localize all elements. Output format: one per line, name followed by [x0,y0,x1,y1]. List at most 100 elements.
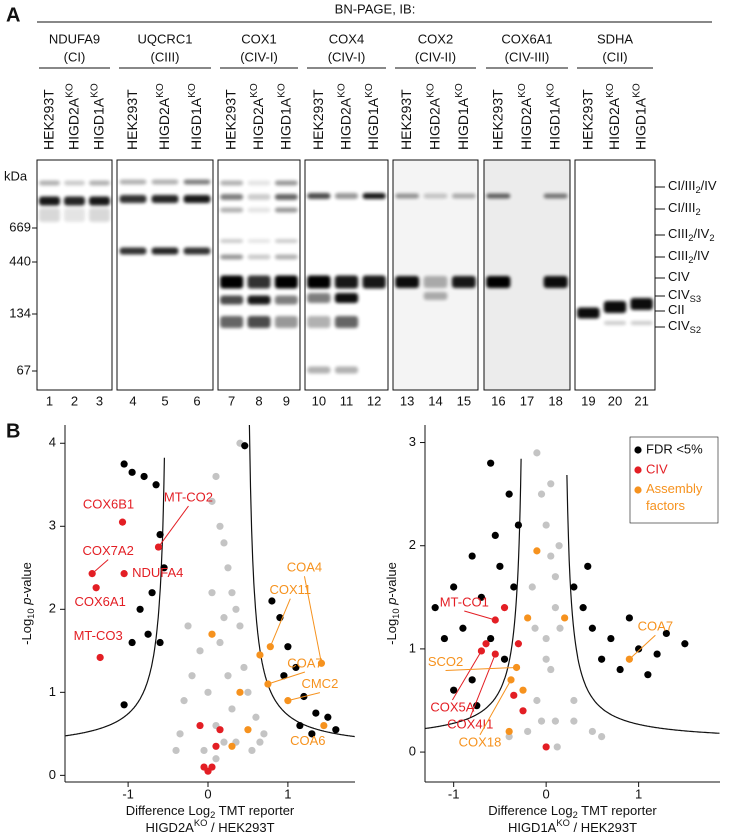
data-point [244,688,252,696]
point-label: COX6B1 [83,497,134,512]
x-tick-label: -1 [122,786,134,801]
text-part: / HEK293T [570,820,637,834]
panel-label: A [6,4,20,26]
text-part: -Log [384,619,399,645]
antibody-name: COX2 [418,31,453,46]
lane-label: HIGD2AKO [249,83,266,150]
point-label: CMC2 [301,676,338,691]
point-label: SCO2 [428,654,463,669]
text-part: /IV [693,248,709,263]
band [630,321,653,325]
data-point [551,573,559,581]
band [274,194,298,200]
complex-label: CIII2/IV2 [668,226,715,243]
data-point [196,721,204,730]
data-point [510,583,518,591]
band [307,193,331,199]
lane-label: HEK293T [222,89,238,150]
data-point [505,727,513,736]
point-label: COX7A2 [83,543,134,558]
label-leader [287,692,321,702]
data-point [96,653,104,662]
text-part: HIGD1A [508,820,557,834]
band [247,239,271,243]
x-axis-title: Difference Log2 TMT reporter [488,803,657,820]
text-part: HIGD1A [188,97,204,150]
text-part: Difference Log [126,803,210,818]
data-point [224,672,232,680]
panel-label: B [6,420,20,442]
data-point [212,472,220,481]
band [334,293,359,303]
data-point [598,655,606,663]
data-point [118,518,127,526]
text-part: -value [19,562,34,597]
text-part: CIV [668,269,690,284]
band [220,194,244,200]
text-part: KO [631,83,642,98]
complex-label: CIVS2 [668,318,701,335]
text-part: KO [64,83,75,98]
band [577,307,600,319]
complex-name: (CIV-III) [505,49,550,64]
legend-label: Assembly factors [646,481,703,513]
lane-number: 17 [520,393,534,408]
data-point [128,468,136,476]
band [274,316,298,328]
text-part: HEK293T [222,89,238,150]
data-point [459,624,467,632]
marker-label: 440 [9,253,31,268]
antibody-name: COX4 [329,31,364,46]
band [247,254,271,260]
data-point [440,634,449,643]
antibody-name: COX1 [241,31,276,46]
label-leader [303,576,322,664]
text-part: KO [425,83,436,98]
lane-label: HIGD1AKO [89,83,106,150]
data-point [264,680,272,688]
antibody-name: NDUFA9 [49,31,100,46]
band [274,239,298,243]
band [543,276,568,288]
text-part: KO [453,83,464,98]
lane-label: HIGD2AKO [425,83,442,150]
data-point [188,672,196,680]
label-leader [451,650,482,701]
band [274,295,298,305]
data-point [551,604,559,612]
data-point [236,622,244,630]
lane-label: HIGD1AKO [545,83,562,150]
band [395,193,420,199]
band [39,180,60,186]
text-part: CIII [668,226,688,241]
lane-label: HIGD1AKO [187,83,204,150]
point-label: COX4I1 [447,716,493,731]
data-point [120,460,128,468]
text-part: HEK293T [489,89,505,150]
band [603,321,627,325]
data-point [556,624,564,632]
lane-number: 11 [340,393,354,408]
data-point [216,638,224,647]
data-point [625,614,633,622]
data-point [232,605,240,613]
text-part: CIII [668,248,688,263]
band [603,301,627,313]
data-point [551,717,559,725]
band [220,207,244,213]
antibody-name: UQCRC1 [138,31,193,46]
data-point [228,705,236,713]
data-point [296,721,304,730]
data-point [681,640,689,648]
data-point [570,717,578,725]
y-tick-label: 1 [409,640,416,655]
data-point [241,442,249,450]
data-point [561,614,569,622]
kda-label: kDa [4,168,28,183]
data-point [312,709,320,717]
band [334,316,359,328]
data-point [228,742,236,750]
marker-label: 669 [9,219,31,234]
complex-label: CIVS3 [668,287,701,304]
data-point [284,643,292,651]
